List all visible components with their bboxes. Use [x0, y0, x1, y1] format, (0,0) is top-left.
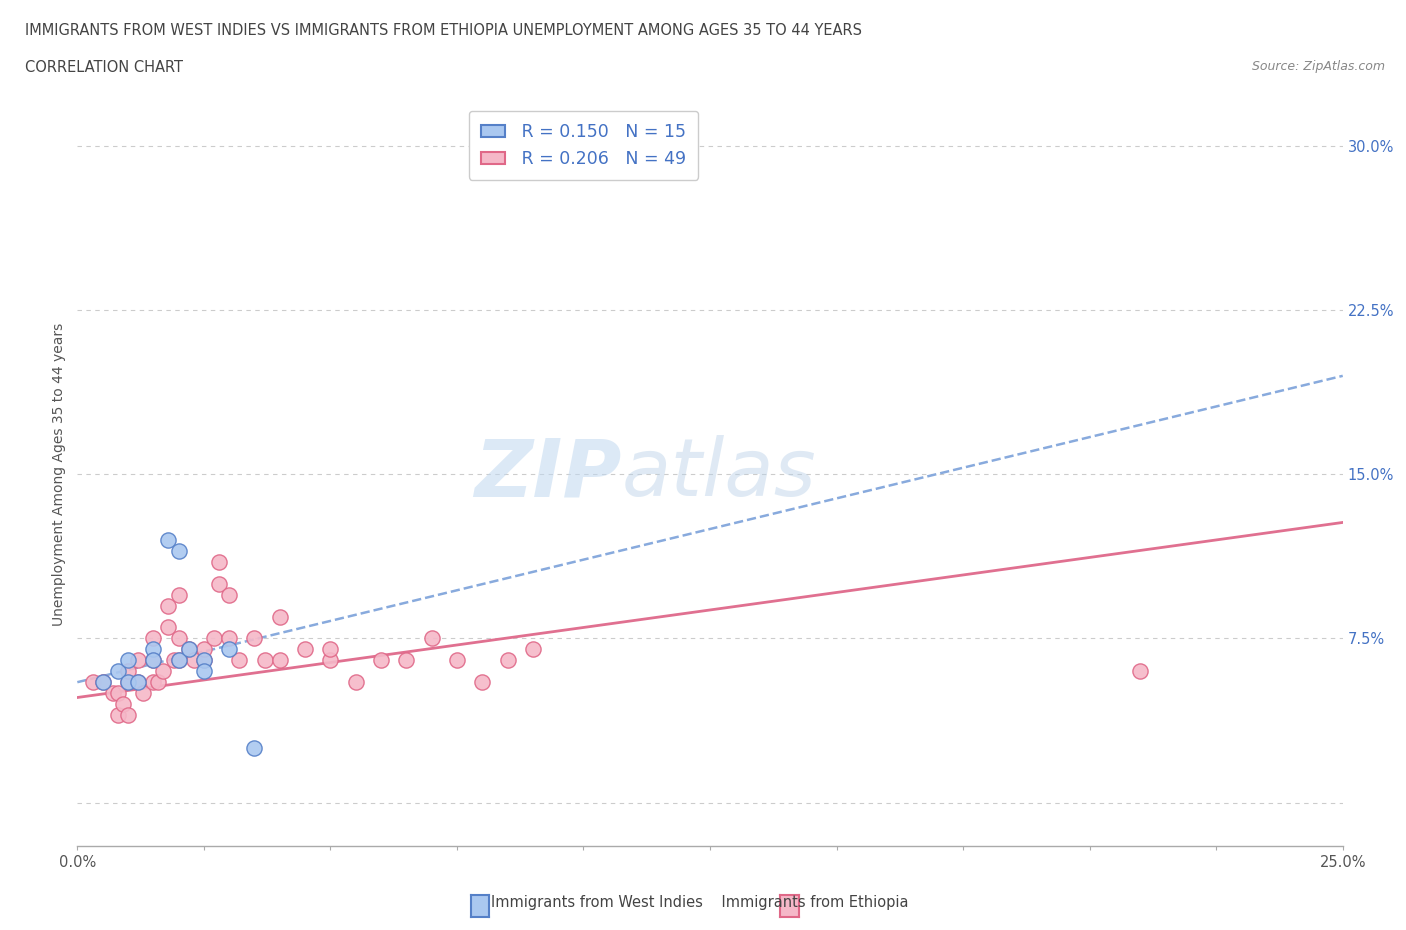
Point: [167, 543, 190, 558]
Point: [471, 675, 494, 690]
Point: [294, 642, 316, 657]
Point: [193, 664, 215, 679]
Point: [243, 740, 266, 755]
Point: [167, 653, 190, 668]
Point: [132, 685, 155, 700]
Text: Immigrants from Ethiopia: Immigrants from Ethiopia: [703, 895, 908, 910]
Point: [183, 653, 205, 668]
Point: [269, 609, 291, 624]
Point: [162, 653, 184, 668]
Legend:  R = 0.150   N = 15,  R = 0.206   N = 49: R = 0.150 N = 15, R = 0.206 N = 49: [470, 111, 697, 180]
Point: [142, 675, 165, 690]
Point: [107, 708, 129, 723]
Point: [370, 653, 392, 668]
Point: [319, 653, 342, 668]
Point: [420, 631, 443, 645]
Text: ZIP: ZIP: [474, 435, 621, 513]
Point: [101, 685, 124, 700]
Text: CORRELATION CHART: CORRELATION CHART: [25, 60, 183, 75]
Point: [142, 653, 165, 668]
Point: [142, 642, 165, 657]
Y-axis label: Unemployment Among Ages 35 to 44 years: Unemployment Among Ages 35 to 44 years: [52, 323, 66, 626]
Point: [127, 675, 149, 690]
Point: [167, 587, 190, 602]
Point: [177, 642, 200, 657]
Point: [208, 577, 231, 591]
Point: [82, 675, 104, 690]
Point: [91, 675, 114, 690]
Point: [107, 685, 129, 700]
Point: [117, 664, 139, 679]
Point: [177, 642, 200, 657]
Point: [446, 653, 468, 668]
Point: [243, 631, 266, 645]
Point: [111, 697, 134, 711]
Point: [167, 631, 190, 645]
Point: [344, 675, 367, 690]
Point: [193, 653, 215, 668]
Point: [269, 653, 291, 668]
Point: [202, 631, 225, 645]
Point: [157, 533, 180, 548]
Point: [218, 587, 240, 602]
Point: [208, 554, 231, 569]
Point: [395, 653, 418, 668]
Text: atlas: atlas: [621, 435, 817, 513]
Point: [117, 653, 139, 668]
Point: [522, 642, 544, 657]
Point: [253, 653, 276, 668]
Point: [142, 631, 165, 645]
Point: [148, 675, 170, 690]
Point: [117, 675, 139, 690]
Point: [193, 642, 215, 657]
Point: [157, 598, 180, 613]
Point: [117, 708, 139, 723]
Point: [142, 653, 165, 668]
Point: [91, 675, 114, 690]
Point: [193, 653, 215, 668]
Point: [107, 664, 129, 679]
Point: [1129, 664, 1152, 679]
Text: IMMIGRANTS FROM WEST INDIES VS IMMIGRANTS FROM ETHIOPIA UNEMPLOYMENT AMONG AGES : IMMIGRANTS FROM WEST INDIES VS IMMIGRANT…: [25, 23, 862, 38]
Point: [218, 631, 240, 645]
Point: [319, 642, 342, 657]
Point: [117, 675, 139, 690]
Point: [218, 642, 240, 657]
Point: [496, 653, 519, 668]
Point: [152, 664, 174, 679]
Point: [127, 653, 149, 668]
Point: [228, 653, 250, 668]
Point: [127, 675, 149, 690]
Text: Source: ZipAtlas.com: Source: ZipAtlas.com: [1251, 60, 1385, 73]
Point: [167, 653, 190, 668]
Point: [157, 620, 180, 635]
Text: Immigrants from West Indies: Immigrants from West Indies: [491, 895, 703, 910]
